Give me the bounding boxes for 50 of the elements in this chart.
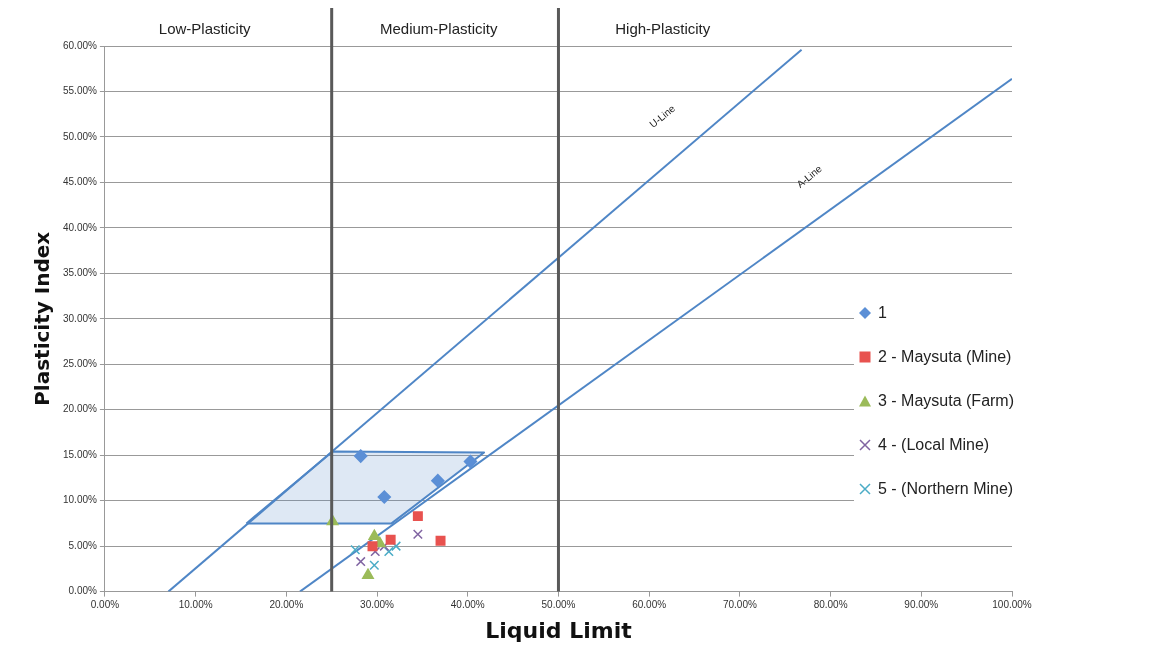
x-tick-label: 20.00% <box>269 599 304 611</box>
point <box>391 541 402 552</box>
x-tick-label: 90.00% <box>904 599 939 611</box>
x-tick-label: 100.00% <box>992 599 1032 611</box>
point <box>367 541 378 552</box>
legend-label: 2 - Maysuta (Mine) <box>878 348 1012 366</box>
point <box>435 535 446 546</box>
point <box>431 473 445 488</box>
text: Low-Plasticity <box>158 20 252 38</box>
x-axis-title: Liquid Limit <box>485 617 633 643</box>
y-tick-label: 15.00% <box>62 448 98 460</box>
x-tick-label: 10.00% <box>178 599 213 611</box>
point <box>362 568 374 579</box>
point <box>355 556 366 567</box>
x-tick-label: 40.00% <box>450 599 485 611</box>
y-tick-label: 30.00% <box>62 312 98 324</box>
y-tick-label: 45.00% <box>62 176 98 188</box>
x-tick-label: 0.00% <box>90 599 120 611</box>
point <box>385 534 396 545</box>
y-tick-label: 60.00% <box>62 39 98 51</box>
x-tick-label: 50.00% <box>541 599 576 611</box>
x-tick-label: 70.00% <box>722 599 757 611</box>
y-tick-label: 35.00% <box>62 267 98 279</box>
y-tick-label: 0.00% <box>68 585 98 597</box>
point <box>412 529 423 540</box>
x-tick-label: 30.00% <box>360 599 395 611</box>
y-tick-label: 5.00% <box>68 539 98 551</box>
point <box>383 546 394 557</box>
point <box>412 511 423 522</box>
y-tick-label: 50.00% <box>62 130 98 142</box>
text: Medium-Plasticity <box>379 20 498 38</box>
x-tick-label: 60.00% <box>632 599 667 611</box>
text: High-Plasticity <box>615 20 711 38</box>
x-tick-label: 80.00% <box>813 599 848 611</box>
legend-label: 3 - Maysuta (Farm) <box>878 392 1015 410</box>
y-tick-label: 55.00% <box>62 85 98 97</box>
point <box>370 546 381 557</box>
legend-label: 4 - (Local Mine) <box>878 436 990 454</box>
y-tick-label: 40.00% <box>62 221 98 233</box>
point <box>377 490 392 504</box>
y-tick-label: 10.00% <box>62 494 98 506</box>
point <box>463 454 478 469</box>
y-tick-label: 25.00% <box>62 358 98 370</box>
legend-label: 5 - (Northern Mine) <box>878 480 1014 498</box>
legend-label: 1 <box>878 304 887 322</box>
point <box>353 449 368 463</box>
y-axis-title: Plasticity Index <box>30 231 55 406</box>
point <box>369 560 380 571</box>
point <box>350 544 361 555</box>
y-tick-label: 20.00% <box>62 403 98 415</box>
